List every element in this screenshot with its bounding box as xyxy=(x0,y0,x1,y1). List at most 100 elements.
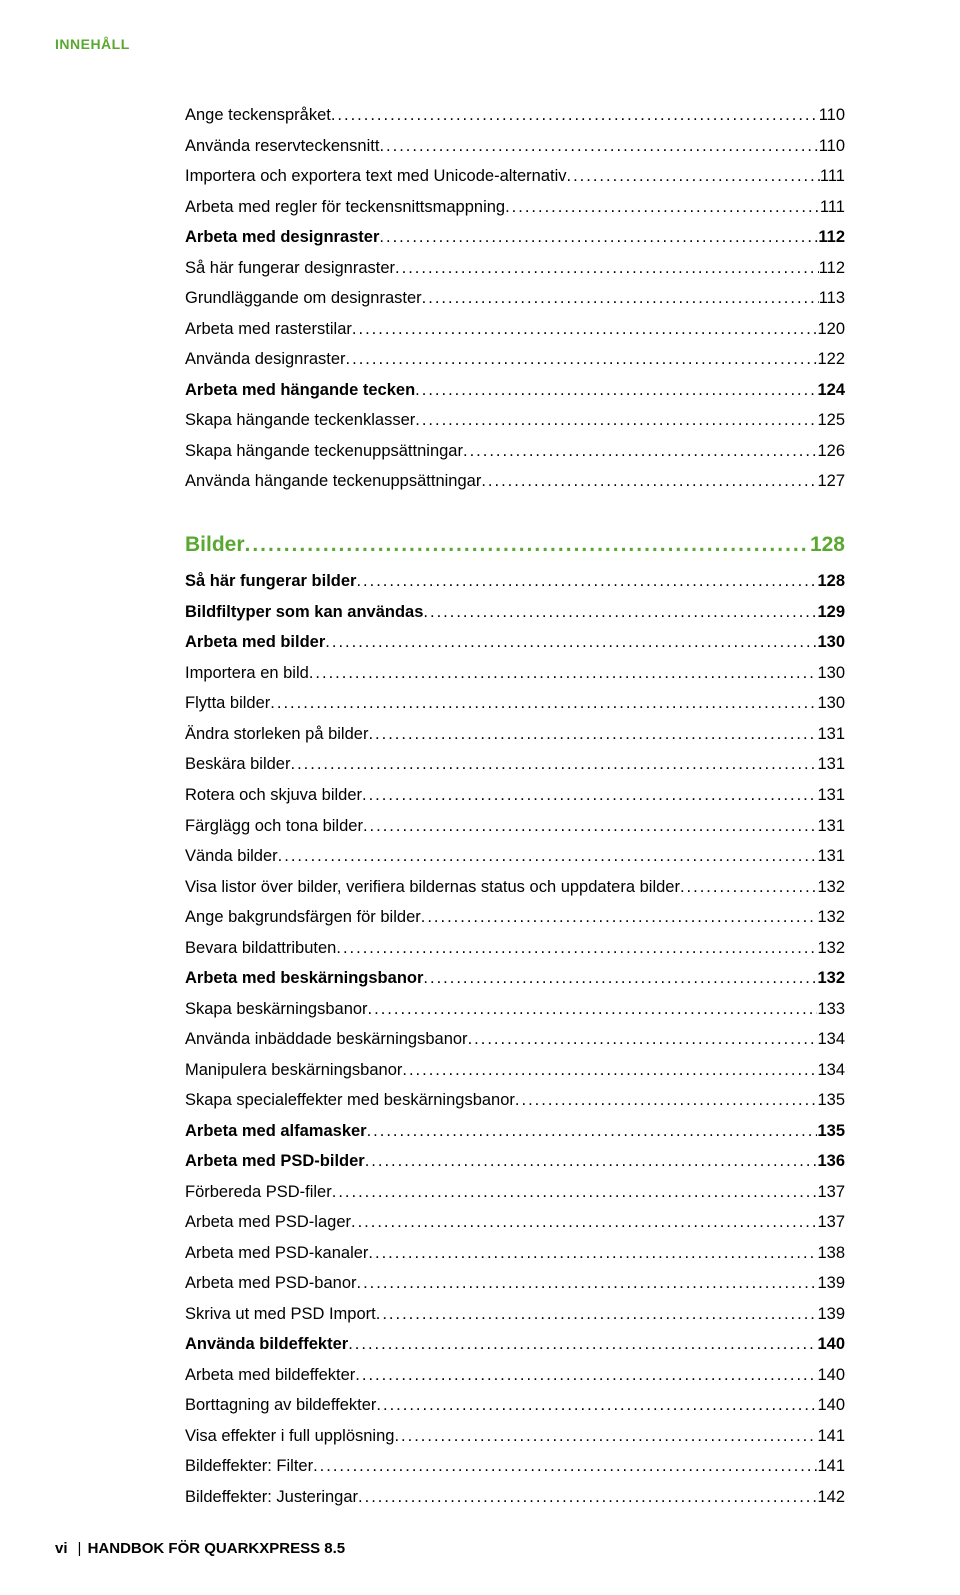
toc-label: Förbereda PSD-filer xyxy=(185,1177,332,1208)
toc-leader-dots xyxy=(336,933,817,964)
toc-page-number: 134 xyxy=(817,1024,845,1055)
toc-page-number: 130 xyxy=(817,688,845,719)
toc-label: Vända bilder xyxy=(185,841,278,872)
toc-leader-dots xyxy=(363,811,818,842)
toc-label: Visa listor över bilder, verifiera bilde… xyxy=(185,872,680,903)
toc-page-number: 140 xyxy=(817,1390,845,1421)
toc-entry: Importera en bild130 xyxy=(185,658,845,689)
toc-leader-dots xyxy=(362,780,817,811)
toc-leader-dots xyxy=(357,1268,818,1299)
toc-label: Flytta bilder xyxy=(185,688,270,719)
toc-label: Använda designraster xyxy=(185,344,346,375)
toc-label: Skriva ut med PSD Import xyxy=(185,1299,376,1330)
footer-title: HANDBOK FÖR QUARKXPRESS 8.5 xyxy=(88,1540,346,1557)
toc-entry: Importera och exportera text med Unicode… xyxy=(185,161,845,192)
toc-label: Arbeta med PSD-bilder xyxy=(185,1146,365,1177)
toc-leader-dots xyxy=(368,1238,817,1269)
toc-entry: Använda designraster122 xyxy=(185,344,845,375)
toc-page-number: 140 xyxy=(817,1360,845,1391)
toc-label: Använda bildeffekter xyxy=(185,1329,348,1360)
toc-page-number: 133 xyxy=(817,994,845,1025)
toc-label: Bevara bildattributen xyxy=(185,933,336,964)
toc-leader-dots xyxy=(278,841,818,872)
toc-entry: Arbeta med rasterstilar120 xyxy=(185,314,845,345)
toc-label: Bildeffekter: Filter xyxy=(185,1451,313,1482)
toc-leader-dots xyxy=(402,1055,817,1086)
toc-leader-dots xyxy=(376,1390,817,1421)
toc-label: Arbeta med bildeffekter xyxy=(185,1360,355,1391)
toc-leader-dots xyxy=(331,100,819,131)
toc-label: Arbeta med PSD-lager xyxy=(185,1207,351,1238)
toc-leader-dots xyxy=(368,994,818,1025)
toc-entry: Så här fungerar designraster112 xyxy=(185,253,845,284)
toc-page-number: 110 xyxy=(819,100,845,131)
toc-leader-dots xyxy=(365,1146,818,1177)
toc-page-number: 131 xyxy=(817,841,845,872)
toc-entry: Skapa beskärningsbanor133 xyxy=(185,994,845,1025)
toc-entry: Arbeta med bilder130 xyxy=(185,627,845,658)
toc-page-number: 140 xyxy=(817,1329,845,1360)
toc-page-number: 142 xyxy=(817,1482,845,1513)
toc-leader-dots xyxy=(680,872,818,903)
toc-page-number: 125 xyxy=(817,405,845,436)
toc-leader-dots xyxy=(313,1451,817,1482)
toc-page-number: 127 xyxy=(817,466,845,497)
toc-entry: Arbeta med beskärningsbanor132 xyxy=(185,963,845,994)
footer-separator: | xyxy=(78,1540,82,1557)
toc-leader-dots xyxy=(379,131,818,162)
toc-section-title: Bilder128 xyxy=(185,527,845,563)
toc-leader-dots xyxy=(245,527,810,563)
toc-label: Ändra storleken på bilder xyxy=(185,719,368,750)
toc-label: Arbeta med beskärningsbanor xyxy=(185,963,423,994)
toc-label: Skapa specialeffekter med beskärningsban… xyxy=(185,1085,515,1116)
toc-page-number: 132 xyxy=(817,902,845,933)
toc-leader-dots xyxy=(376,1299,818,1330)
toc-entry: Skriva ut med PSD Import 139 xyxy=(185,1299,845,1330)
toc-leader-dots xyxy=(332,1177,818,1208)
toc-label: Använda hängande teckenuppsättningar xyxy=(185,466,481,497)
toc-page-number: 128 xyxy=(810,527,845,563)
toc-label: Bildeffekter: Justeringar xyxy=(185,1482,358,1513)
toc-entry: Arbeta med hängande tecken124 xyxy=(185,375,845,406)
toc-leader-dots xyxy=(379,222,818,253)
toc-leader-dots xyxy=(415,375,817,406)
toc-page-number: 124 xyxy=(817,375,845,406)
toc-leader-dots xyxy=(355,1360,817,1391)
toc-entry: Arbeta med PSD-lager137 xyxy=(185,1207,845,1238)
toc-label: Beskära bilder xyxy=(185,749,290,780)
toc-entry: Skapa hängande teckenklasser 125 xyxy=(185,405,845,436)
toc-label: Arbeta med bilder xyxy=(185,627,325,658)
toc-entry: Arbeta med PSD-kanaler138 xyxy=(185,1238,845,1269)
toc-label: Skapa hängande teckenuppsättningar xyxy=(185,436,463,467)
toc-page-number: 129 xyxy=(817,597,845,628)
toc-entry: Bildfiltyper som kan användas 129 xyxy=(185,597,845,628)
toc-page-number: 137 xyxy=(817,1177,845,1208)
toc-page-number: 126 xyxy=(817,436,845,467)
toc-leader-dots xyxy=(270,688,817,719)
toc-page-number: 139 xyxy=(817,1299,845,1330)
toc-leader-dots xyxy=(394,1421,817,1452)
toc-entry: Beskära bilder131 xyxy=(185,749,845,780)
toc-label: Bildfiltyper som kan användas xyxy=(185,597,423,628)
toc-page-number: 132 xyxy=(817,933,845,964)
toc-leader-dots xyxy=(505,192,820,223)
toc-page-number: 128 xyxy=(817,566,845,597)
toc-label: Skapa hängande teckenklasser xyxy=(185,405,415,436)
toc-label: Färglägg och tona bilder xyxy=(185,811,363,842)
toc-label: Använda reservteckensnitt xyxy=(185,131,379,162)
toc-entry: Arbeta med designraster112 xyxy=(185,222,845,253)
toc-page-number: 141 xyxy=(817,1421,845,1452)
toc-label: Manipulera beskärningsbanor xyxy=(185,1055,402,1086)
toc-entry: Grundläggande om designraster113 xyxy=(185,283,845,314)
toc-leader-dots xyxy=(567,161,820,192)
toc-page-number: 131 xyxy=(817,811,845,842)
toc-entry: Arbeta med PSD-bilder136 xyxy=(185,1146,845,1177)
toc-label: Ange bakgrundsfärgen för bilder xyxy=(185,902,421,933)
section-header: INNEHÅLL xyxy=(55,36,130,52)
toc-leader-dots xyxy=(481,466,817,497)
toc-leader-dots xyxy=(356,566,817,597)
toc-entry: Använda inbäddade beskärningsbanor134 xyxy=(185,1024,845,1055)
toc-page-number: 139 xyxy=(817,1268,845,1299)
toc-entry: Rotera och skjuva bilder131 xyxy=(185,780,845,811)
toc-leader-dots xyxy=(468,1024,818,1055)
